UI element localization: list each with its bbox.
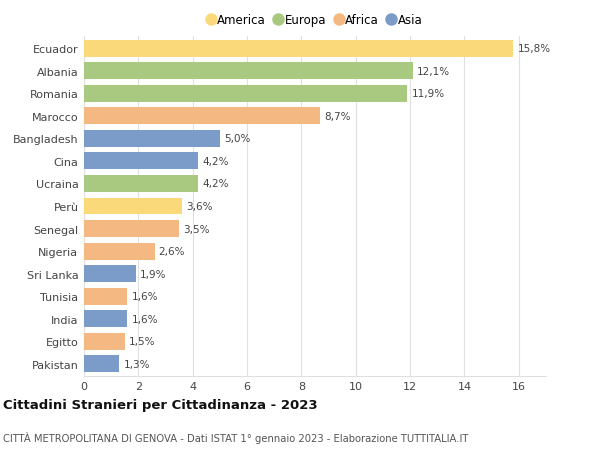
- Bar: [84, 266, 136, 282]
- Bar: [84, 288, 127, 305]
- Bar: [84, 243, 155, 260]
- Text: 11,9%: 11,9%: [412, 89, 445, 99]
- Bar: [84, 131, 220, 147]
- Text: 15,8%: 15,8%: [517, 44, 551, 54]
- Bar: [84, 63, 413, 80]
- Text: CITTÀ METROPOLITANA DI GENOVA - Dati ISTAT 1° gennaio 2023 - Elaborazione TUTTIT: CITTÀ METROPOLITANA DI GENOVA - Dati IST…: [3, 431, 469, 442]
- Bar: [84, 108, 320, 125]
- Text: 1,6%: 1,6%: [131, 291, 158, 302]
- Text: 1,9%: 1,9%: [140, 269, 166, 279]
- Bar: [84, 311, 127, 327]
- Text: 1,5%: 1,5%: [129, 336, 155, 347]
- Text: 1,3%: 1,3%: [124, 359, 150, 369]
- Bar: [84, 153, 198, 170]
- Text: Cittadini Stranieri per Cittadinanza - 2023: Cittadini Stranieri per Cittadinanza - 2…: [3, 398, 317, 412]
- Text: 4,2%: 4,2%: [202, 157, 229, 167]
- Text: 2,6%: 2,6%: [159, 246, 185, 257]
- Text: 5,0%: 5,0%: [224, 134, 250, 144]
- Text: 3,5%: 3,5%: [183, 224, 209, 234]
- Text: 12,1%: 12,1%: [417, 67, 450, 77]
- Text: 8,7%: 8,7%: [325, 112, 351, 122]
- Text: 4,2%: 4,2%: [202, 179, 229, 189]
- Bar: [84, 356, 119, 372]
- Bar: [84, 41, 514, 57]
- Text: 1,6%: 1,6%: [131, 314, 158, 324]
- Text: 3,6%: 3,6%: [186, 202, 212, 212]
- Bar: [84, 221, 179, 237]
- Bar: [84, 333, 125, 350]
- Legend: America, Europa, Africa, Asia: America, Europa, Africa, Asia: [208, 15, 422, 28]
- Bar: [84, 86, 407, 102]
- Bar: [84, 198, 182, 215]
- Bar: [84, 176, 198, 192]
